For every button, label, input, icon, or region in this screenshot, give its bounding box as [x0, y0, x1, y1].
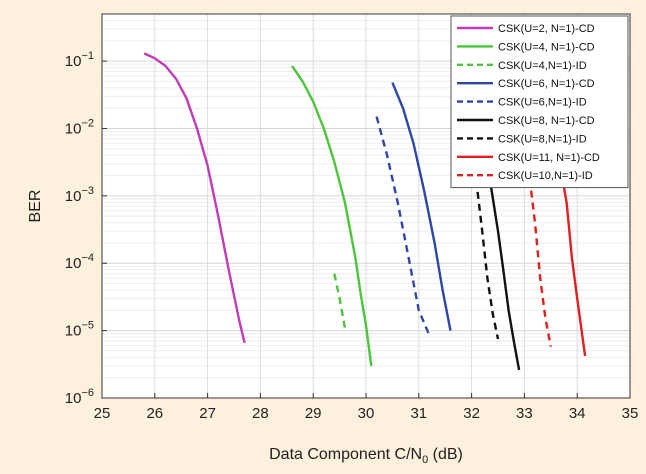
- series-line: [333, 273, 347, 329]
- y-tick-label: 10−6: [65, 387, 94, 407]
- x-axis-label-unit: (dB): [428, 446, 463, 463]
- legend-label: CSK(U=10,N=1)-ID: [498, 170, 593, 182]
- series-line: [391, 82, 452, 331]
- y-tick-label: 10−1: [65, 50, 94, 70]
- x-tick-label: 27: [199, 405, 216, 422]
- series-line: [528, 178, 552, 347]
- x-tick-label: 30: [358, 405, 375, 422]
- y-tick-label: 10−5: [65, 320, 94, 340]
- x-tick-label: 29: [305, 405, 322, 422]
- legend: CSK(U=2, N=1)-CD CSK(U=4, N=1)-CD CSK(U=4,…: [450, 15, 629, 189]
- legend-label: CSK(U=11, N=1)-CD: [498, 152, 600, 164]
- x-tick-label: 31: [410, 405, 427, 422]
- legend-label: CSK(U=6,N=1)-ID: [498, 97, 587, 109]
- series-layer: [143, 52, 587, 371]
- series-line: [486, 163, 521, 371]
- legend-label: CSK(U=2, N=1)-CD: [498, 23, 595, 35]
- axis-ticks: 25 26 27 28 29 30 31 32 33 34 35 10−1 10−2 10−3 10−4 10…: [65, 50, 639, 422]
- y-tick-label: 10−2: [65, 117, 94, 137]
- x-axis-label-subscript: 0: [422, 454, 428, 466]
- x-tick-label: 33: [516, 405, 533, 422]
- series-line: [143, 52, 246, 344]
- x-tick-label: 25: [94, 405, 111, 422]
- series-line: [560, 172, 587, 357]
- x-tick-label: 32: [463, 405, 480, 422]
- legend-label: CSK(U=6, N=1)-CD: [498, 78, 595, 90]
- legend-label: CSK(U=8,N=1)-ID: [498, 133, 587, 145]
- series-line: [291, 65, 373, 367]
- y-tick-label: 10−4: [65, 252, 94, 272]
- legend-label: CSK(U=8, N=1)-CD: [498, 115, 595, 127]
- x-axis-label: Data Component C/N0 (dB): [269, 446, 463, 466]
- legend-label: CSK(U=4, N=1)-CD: [498, 41, 595, 53]
- y-axis-label: BER: [27, 190, 44, 223]
- legend-label: CSK(U=4,N=1)-ID: [498, 60, 587, 72]
- y-tick-label: 10−3: [65, 185, 94, 205]
- x-tick-label: 34: [569, 405, 586, 422]
- x-tick-label: 35: [622, 405, 639, 422]
- x-axis-label-main: Data Component C/N: [269, 446, 422, 463]
- plot-frame: [101, 13, 631, 399]
- x-tick-label: 28: [252, 405, 269, 422]
- x-tick-label: 26: [146, 405, 163, 422]
